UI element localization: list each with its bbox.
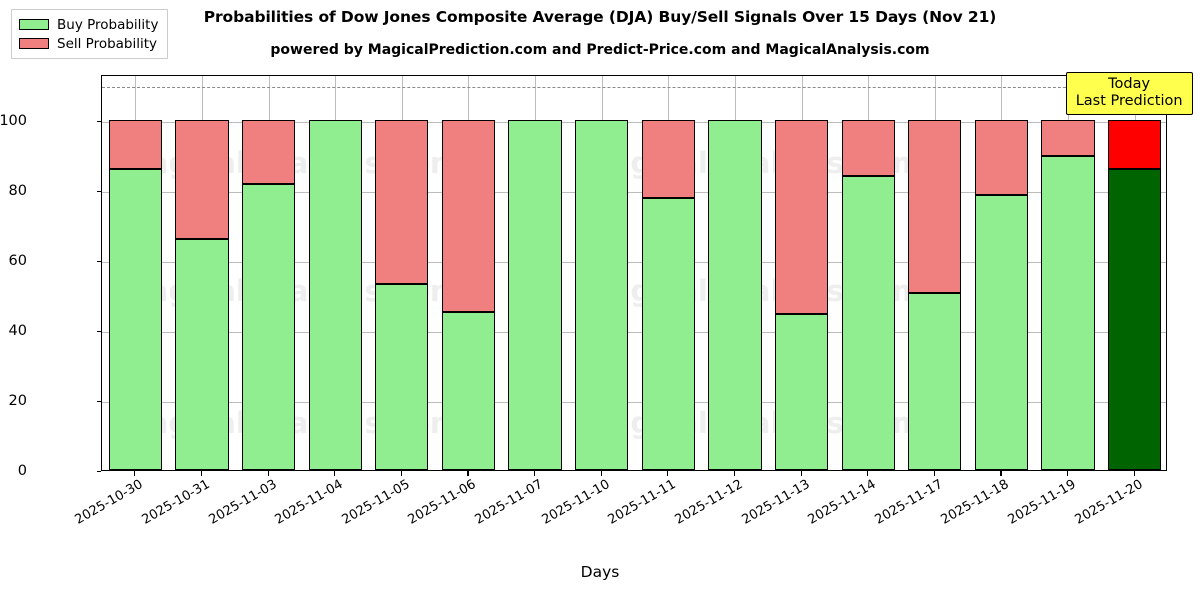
bar-segment-sell[interactable] [908,119,962,294]
y-tick-mark [96,471,101,473]
x-tick-mark [534,471,536,476]
x-tick-mark [867,471,869,476]
gridline-horizontal [102,191,1166,193]
bar-group[interactable] [175,76,229,470]
legend-item[interactable]: Buy Probability [19,15,158,34]
plot-area: MagicalAnalysis.comMagicalAnalysis.comMa… [101,75,1167,471]
bar-segment-sell[interactable] [974,119,1029,195]
x-tick-mark [600,471,602,476]
gridline-horizontal [102,401,1166,403]
y-tick-label: 40 [8,322,27,339]
today-annotation: Today Last Prediction [1065,72,1193,116]
x-tick-mark [400,471,402,476]
y-tick-mark [96,330,101,332]
bar-group[interactable] [575,76,629,470]
x-tick-mark [733,471,736,476]
gridline-horizontal [102,261,1166,263]
bar-group[interactable] [108,76,162,470]
bar-segment-buy[interactable] [308,119,362,470]
legend-swatch [19,19,49,30]
x-tick-mark [134,471,136,476]
bar-segment-sell[interactable] [641,119,695,199]
bar-group[interactable] [308,76,362,470]
legend-swatch [19,38,49,49]
bar-segment-sell[interactable] [375,119,429,285]
bar-segment-sell[interactable] [108,119,162,169]
annotation-line-2: Last Prediction [1075,92,1183,109]
bar-segment-buy[interactable] [575,119,629,470]
bar-segment-sell[interactable] [1108,119,1162,169]
bar-group[interactable] [708,76,762,470]
bar-segment-buy[interactable] [375,284,429,470]
bar-segment-sell[interactable] [1041,119,1095,157]
plot-inner: MagicalAnalysis.comMagicalAnalysis.comMa… [102,76,1166,470]
y-tick-label: 0 [17,463,27,479]
bar-segment-sell[interactable] [441,119,496,313]
y-tick-mark [96,400,101,402]
bar-segment-sell[interactable] [841,119,895,176]
bar-segment-buy[interactable] [108,168,162,470]
bar-segment-buy[interactable] [641,198,695,470]
x-tick-mark [800,471,802,476]
x-tick-mark [200,471,203,476]
y-tick-mark [96,190,101,192]
bar-segment-sell[interactable] [241,119,296,185]
bar-segment-buy[interactable] [708,119,762,470]
annotation-line-1: Today [1108,76,1151,92]
x-tick-mark [1000,471,1002,476]
legend-label: Buy Probability [57,16,159,33]
chart-legend: Buy Probability Sell Probability [11,9,169,59]
y-tick-label: 80 [8,182,27,199]
bar-segment-buy[interactable] [841,175,895,470]
bar-segment-buy[interactable] [1041,156,1095,470]
bar-group[interactable] [774,76,829,470]
bar-group[interactable] [441,76,496,470]
bar-segment-sell[interactable] [175,119,229,239]
page-title: Probabilities of Dow Jones Composite Ave… [203,8,997,26]
x-tick-mark [1067,471,1069,476]
bar-segment-buy[interactable] [508,119,562,470]
y-tick-mark [96,120,101,122]
bar-segment-buy[interactable] [441,312,496,470]
bar-segment-buy[interactable] [175,238,229,470]
bar-group[interactable] [908,76,962,470]
bar-segment-buy[interactable] [774,314,829,470]
bar-segment-buy[interactable] [241,184,296,470]
x-tick-mark [467,471,469,476]
bar-segment-buy[interactable] [1108,168,1162,470]
x-tick-mark [334,471,336,476]
bar-today[interactable] [1108,76,1162,470]
gridline-horizontal [102,121,1166,123]
bar-group[interactable] [241,76,296,470]
y-tick-mark [96,260,101,262]
bar-group[interactable] [508,76,562,470]
x-tick-mark [1133,471,1135,476]
y-tick-label: 60 [8,252,27,269]
bar-group[interactable] [1041,76,1095,470]
legend-item[interactable]: Sell Probability [19,34,158,53]
x-tick-mark [267,471,269,476]
bar-group[interactable] [641,76,695,470]
x-tick-mark [933,471,935,476]
bar-segment-sell[interactable] [774,119,829,315]
legend-label: Sell Probability [57,35,158,52]
y-tick-label: 20 [8,392,27,409]
gridline-horizontal [102,331,1166,333]
bar-segment-buy[interactable] [974,194,1029,470]
bar-group[interactable] [974,76,1029,470]
x-axis-label: Days [580,563,620,581]
y-tick-label: 100 [0,112,27,129]
bar-group[interactable] [375,76,429,470]
bar-group[interactable] [841,76,895,470]
bar-segment-buy[interactable] [908,293,962,470]
x-tick-mark [667,471,669,476]
threshold-line [102,86,1166,88]
chart-subtitle: powered by MagicalPrediction.com and Pre… [270,42,930,58]
